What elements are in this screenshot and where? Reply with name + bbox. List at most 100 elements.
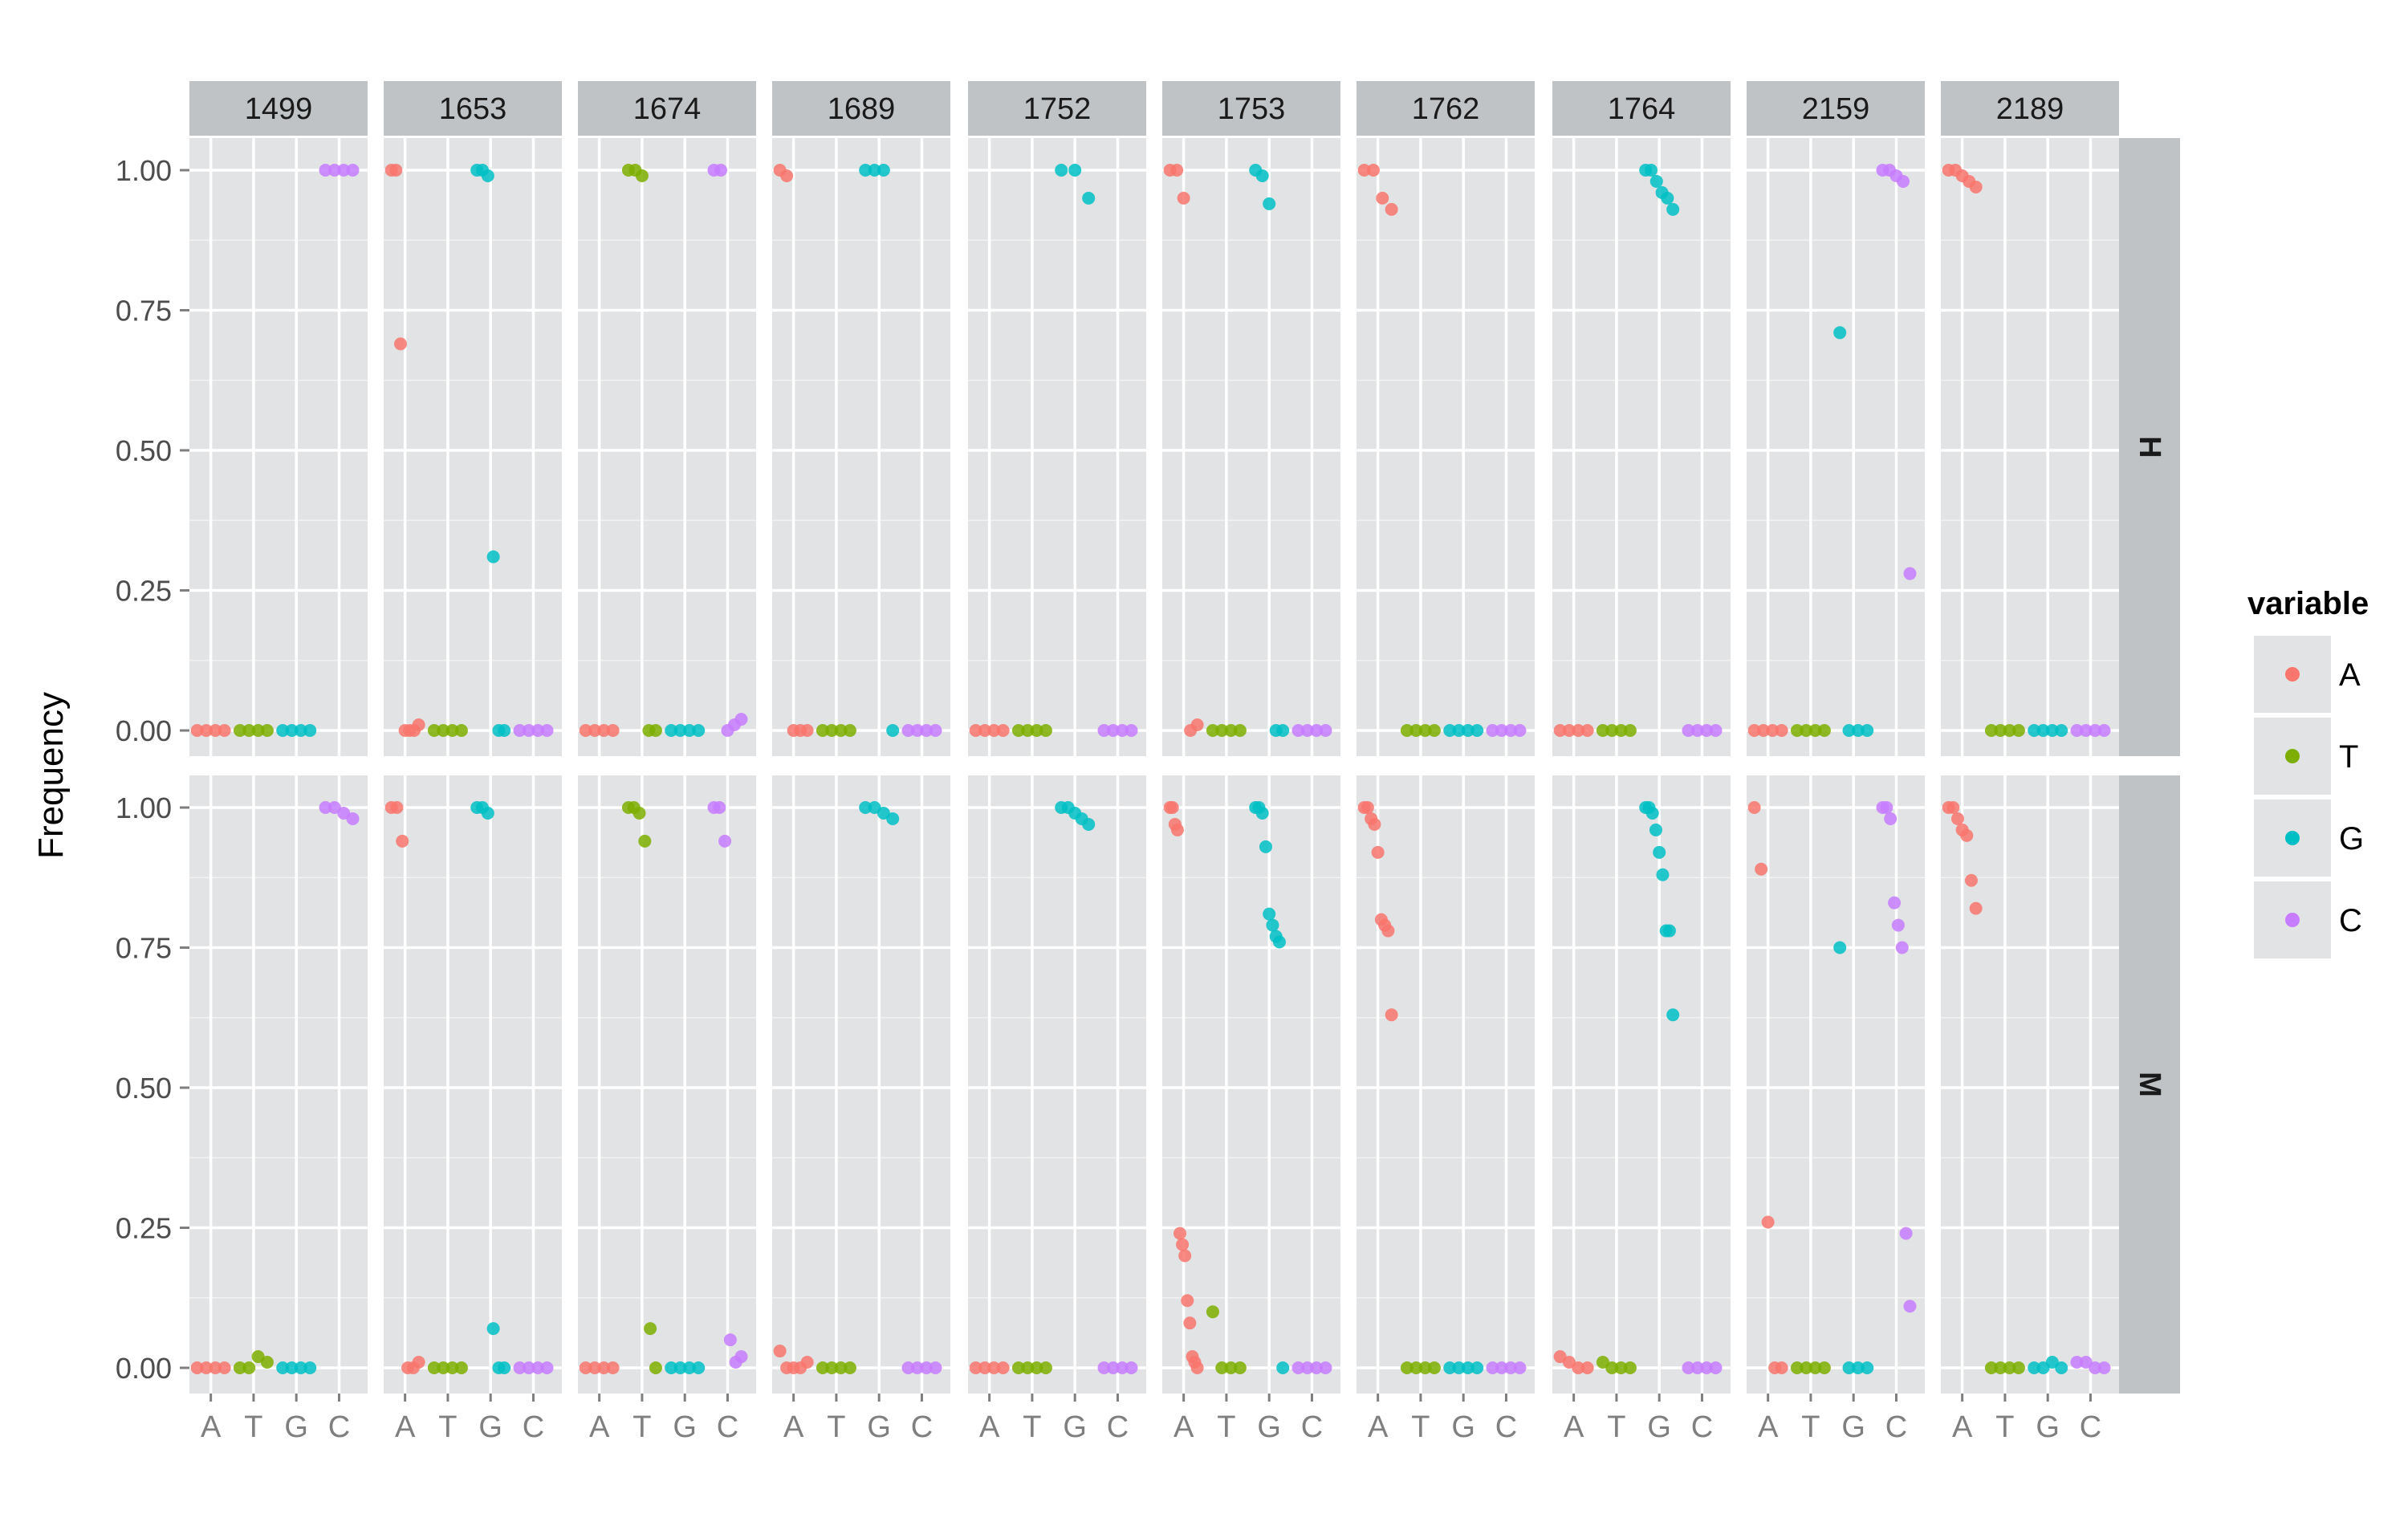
point-C: [2097, 1361, 2111, 1374]
x-tick-label: A: [395, 1410, 416, 1444]
point-G: [1452, 724, 1466, 737]
point-C: [1319, 724, 1332, 737]
point-C: [1495, 1361, 1508, 1374]
point-A: [996, 724, 1010, 737]
point-T: [1206, 724, 1219, 737]
panel-background: [772, 138, 950, 756]
point-C: [2097, 724, 2111, 737]
column-strip-2189: 2189: [1941, 81, 2119, 136]
point-T: [427, 1361, 441, 1374]
panel-background: [968, 775, 1146, 1394]
legend: variable A T G C: [2247, 586, 2369, 958]
point-T: [843, 724, 856, 737]
point-C: [1895, 941, 1909, 954]
point-T: [825, 1361, 839, 1374]
point-A: [800, 724, 814, 737]
panel-H-1752: [968, 138, 1146, 756]
point-G: [859, 801, 872, 814]
point-T: [843, 1361, 856, 1374]
point-G: [2055, 724, 2068, 737]
column-strip-bg: [1357, 81, 1535, 136]
point-T: [1039, 724, 1052, 737]
panel-M-1674: [578, 775, 756, 1394]
column-strip-label: 1689: [828, 92, 896, 126]
point-G: [1656, 868, 1670, 881]
point-G: [1842, 724, 1856, 737]
column-strip-label: 1653: [439, 92, 507, 126]
point-C: [319, 801, 332, 814]
x-tick-label: G: [1841, 1410, 1865, 1444]
point-G: [868, 164, 881, 177]
point-C: [1884, 812, 1898, 825]
x-tick-label: T: [1217, 1410, 1235, 1444]
point-G: [303, 724, 317, 737]
point-G: [1461, 724, 1474, 737]
point-A: [996, 1361, 1010, 1374]
point-G: [481, 806, 494, 820]
point-T: [1021, 724, 1035, 737]
point-T: [1790, 1361, 1804, 1374]
point-T: [825, 724, 839, 737]
point-T: [1817, 1361, 1831, 1374]
point-A: [218, 1361, 231, 1374]
point-T: [638, 834, 652, 848]
point-A: [1376, 191, 1389, 205]
x-tick-label: A: [1952, 1410, 1973, 1444]
legend-key-C: [2285, 913, 2300, 927]
point-G: [1276, 1361, 1290, 1374]
panel-M-2189: [1941, 775, 2119, 1394]
point-A: [800, 1356, 814, 1369]
point-A: [1361, 801, 1374, 814]
point-A: [579, 724, 592, 737]
point-G: [665, 724, 678, 737]
point-T: [644, 1322, 657, 1336]
y-tick-label: 0.25: [116, 575, 172, 608]
point-C: [901, 1361, 915, 1374]
point-T: [649, 724, 662, 737]
column-strip-label: 1499: [245, 92, 313, 126]
point-C: [1106, 1361, 1120, 1374]
point-A: [780, 169, 794, 182]
point-C: [1106, 724, 1120, 737]
y-tick-label: 0.75: [116, 295, 172, 328]
point-A: [1178, 1249, 1192, 1263]
point-A: [1553, 724, 1567, 737]
point-C: [531, 1361, 545, 1374]
point-A: [606, 724, 620, 737]
point-A: [1572, 724, 1585, 737]
point-C: [540, 1361, 554, 1374]
x-tick-label: T: [1801, 1410, 1820, 1444]
point-A: [1950, 812, 1964, 825]
point-C: [1709, 724, 1723, 737]
legend-key-T: [2285, 749, 2300, 763]
column-strip-1764: 1764: [1552, 81, 1731, 136]
point-T: [1418, 724, 1432, 737]
point-T: [816, 724, 829, 737]
column-strip-1499: 1499: [189, 81, 368, 136]
x-tick-label: G: [673, 1410, 697, 1444]
point-A: [1366, 164, 1380, 177]
point-A: [1964, 873, 1978, 887]
legend-label-A: A: [2339, 657, 2361, 693]
point-T: [233, 1361, 246, 1374]
point-C: [2089, 1361, 2102, 1374]
point-T: [427, 724, 441, 737]
column-strip-bg: [772, 81, 950, 136]
point-A: [1766, 724, 1780, 737]
point-G: [276, 724, 290, 737]
point-A: [588, 724, 601, 737]
point-A: [199, 1361, 213, 1374]
point-T: [260, 1356, 274, 1369]
point-C: [319, 164, 332, 177]
panel-M-2159: [1747, 775, 1925, 1394]
panel-H-1689: [772, 138, 950, 756]
point-C: [540, 724, 554, 737]
x-tick-label: A: [589, 1410, 610, 1444]
column-strip-1674: 1674: [578, 81, 756, 136]
point-A: [1176, 1238, 1190, 1251]
point-C: [327, 164, 341, 177]
point-T: [454, 724, 468, 737]
row-strip-M: M: [2119, 775, 2180, 1394]
x-tick-label: G: [478, 1410, 502, 1444]
